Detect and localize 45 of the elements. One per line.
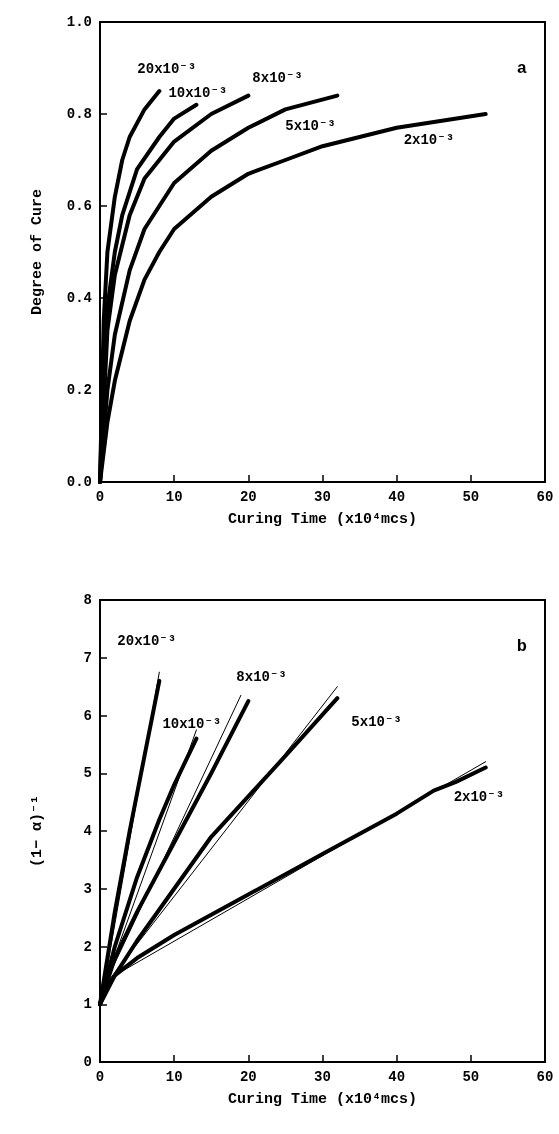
y-tick-label: 0.0 xyxy=(66,474,92,490)
series-label: 2x10⁻³ xyxy=(453,789,505,806)
x-tick-label: 50 xyxy=(462,489,480,505)
y-tick-label: 0.8 xyxy=(66,106,92,122)
x-tick-label: 40 xyxy=(388,489,406,505)
x-tick-label: 0 xyxy=(95,489,105,505)
series-label: 5x10⁻³ xyxy=(285,117,336,134)
x-tick-label: 10 xyxy=(165,489,183,505)
y-tick-label: 8 xyxy=(83,592,92,608)
y-tick-label: 4 xyxy=(83,823,92,839)
y-tick-label: 3 xyxy=(83,880,92,897)
y-tick-label: 0.6 xyxy=(66,198,92,214)
series-label: 2x10⁻³ xyxy=(403,132,455,148)
x-tick-label: 60 xyxy=(536,1069,554,1085)
y-tick-label: 2 xyxy=(83,938,92,955)
annotation: a xyxy=(516,59,527,78)
x-axis-title: Curing Time (x10⁴mcs) xyxy=(227,1091,418,1108)
x-tick-label: 20 xyxy=(239,489,257,505)
x-tick-label: 10 xyxy=(165,1069,183,1085)
series-label: 20x10⁻³ xyxy=(137,61,197,77)
y-axis-title: Degree of Cure xyxy=(29,188,46,316)
y-tick-label: 0.2 xyxy=(66,382,92,398)
series-label: 10x10⁻³ xyxy=(168,84,228,101)
x-tick-label: 30 xyxy=(314,1069,331,1085)
x-tick-label: 40 xyxy=(388,1069,406,1085)
annotation: b xyxy=(516,637,527,656)
text: 20x10⁻³ xyxy=(117,632,177,649)
y-tick-label: 0.4 xyxy=(66,290,92,306)
x-tick-label: 30 xyxy=(314,489,331,505)
series-label: 8x10⁻³ xyxy=(252,69,303,86)
x-tick-label: 50 xyxy=(462,1069,480,1085)
x-tick-label: 60 xyxy=(536,489,554,505)
y-tick-label: 1.0 xyxy=(66,14,92,30)
x-tick-label: 0 xyxy=(95,1069,105,1085)
y-tick-label: 5 xyxy=(83,765,92,782)
series-label: 10x10⁻³ xyxy=(162,715,222,732)
x-tick-label: 20 xyxy=(239,1069,257,1085)
y-tick-label: 1 xyxy=(83,996,92,1013)
series-label: 8x10⁻³ xyxy=(236,669,287,686)
y-tick-label: 0 xyxy=(83,1054,92,1070)
y-tick-label: 6 xyxy=(83,707,92,724)
series-label: 5x10⁻³ xyxy=(351,714,402,731)
y-tick-label: 7 xyxy=(83,649,92,666)
x-axis-title: Curing Time (x10⁴mcs) xyxy=(227,511,418,528)
y-axis-title: (1− α)⁻¹ xyxy=(29,794,46,868)
